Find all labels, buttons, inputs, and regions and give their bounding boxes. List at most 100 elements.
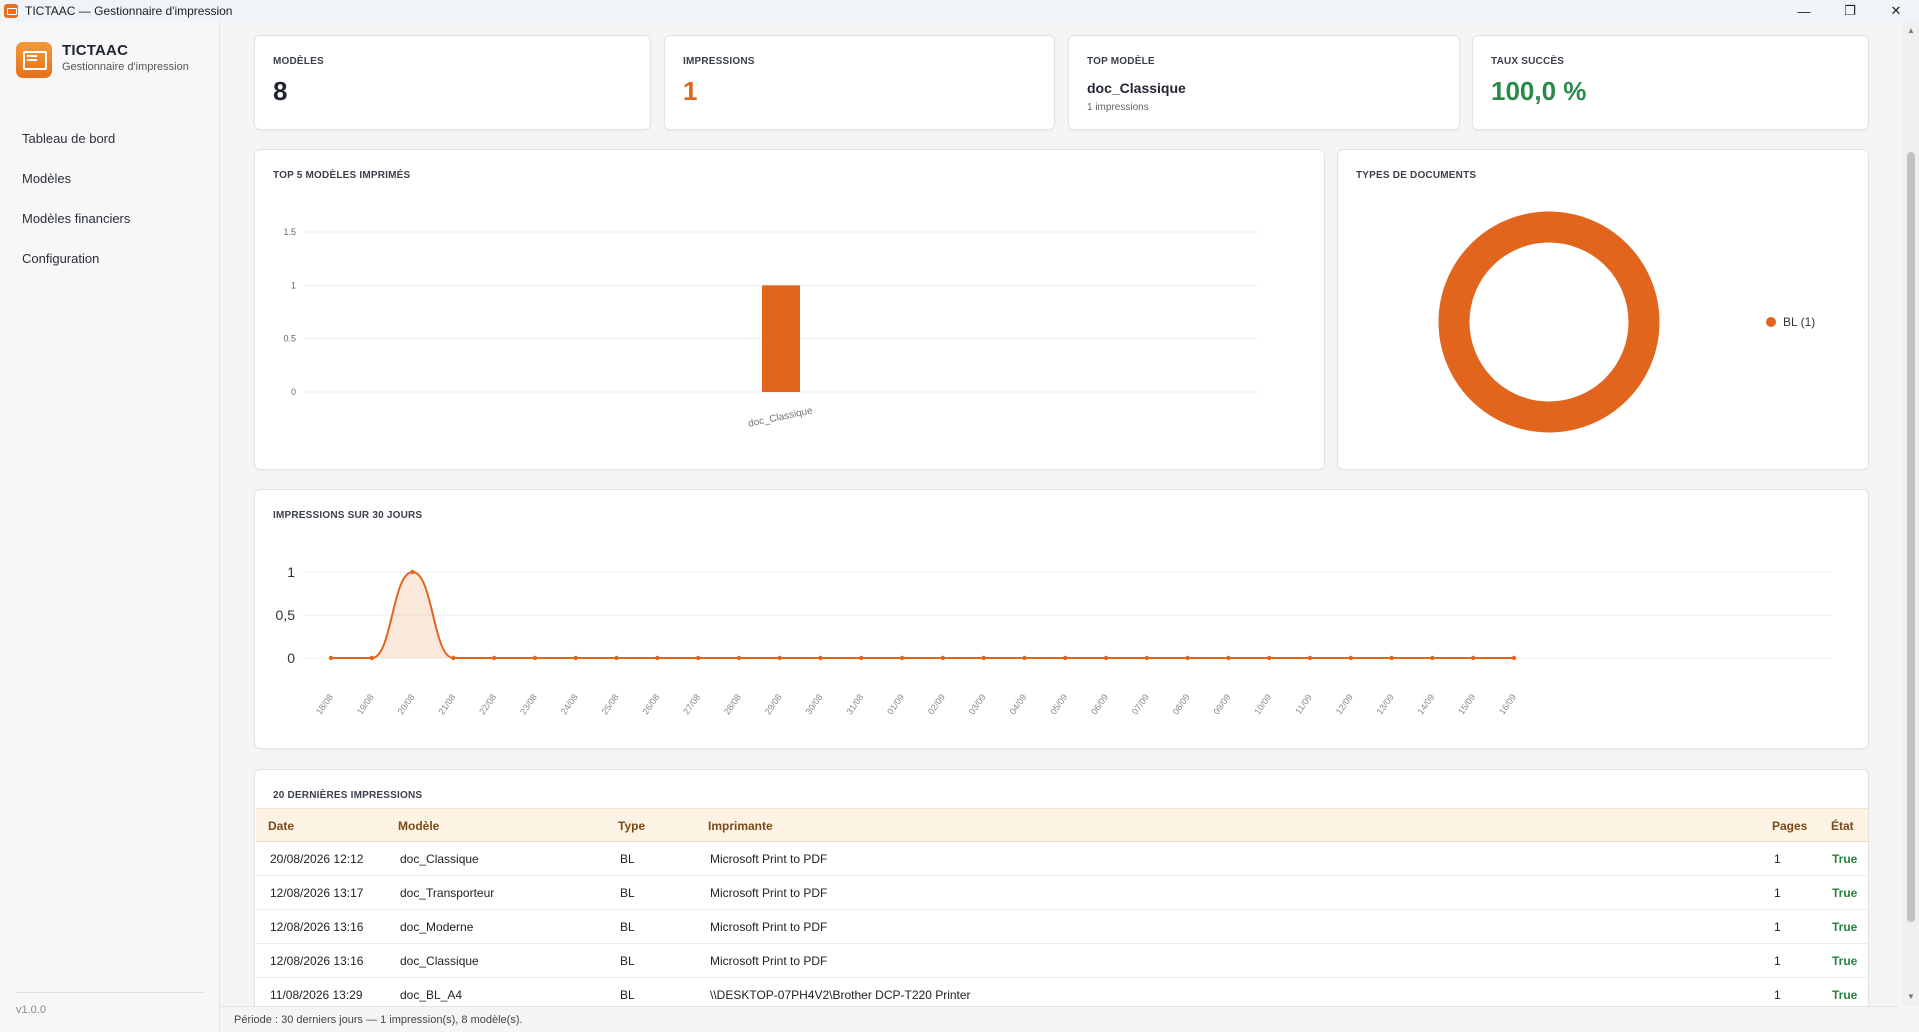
data-point[interactable] (614, 655, 619, 661)
data-point[interactable] (369, 655, 374, 661)
column-header-model[interactable]: Modèle (398, 819, 440, 833)
data-point[interactable] (410, 569, 415, 575)
data-point[interactable] (818, 655, 823, 661)
table-row[interactable]: 12/08/2026 13:16 doc_Moderne BL Microsoft P… (256, 910, 1868, 944)
kpi-label: IMPRESSIONS (683, 56, 755, 67)
data-point[interactable] (1063, 655, 1068, 661)
data-point[interactable] (1511, 655, 1517, 661)
scroll-down-icon[interactable]: ▼ (1907, 992, 1915, 1001)
data-point[interactable] (1389, 655, 1394, 661)
x-tick-label: 11/09 (1293, 692, 1314, 716)
x-tick-label: 31/08 (844, 692, 865, 716)
scroll-up-icon[interactable]: ▲ (1907, 26, 1915, 35)
column-header-pages[interactable]: Pages (1772, 819, 1808, 833)
data-point[interactable] (777, 655, 782, 661)
data-point[interactable] (859, 655, 864, 661)
data-point[interactable] (1103, 655, 1109, 661)
kpi-subtext: 1 impressions (1087, 102, 1149, 113)
chart-title: TYPES DE DOCUMENTS (1356, 170, 1477, 181)
pages-cell: 1 (1774, 988, 1781, 1002)
model-cell: doc_Classique (400, 954, 479, 968)
data-point[interactable] (655, 655, 660, 661)
data-point[interactable] (695, 655, 701, 661)
state-cell: True (1832, 954, 1858, 968)
pages-cell: 1 (1774, 920, 1781, 934)
data-point[interactable] (940, 655, 946, 661)
date-cell: 12/08/2026 13:17 (270, 886, 364, 900)
x-tick-label: 04/09 (1007, 692, 1028, 716)
pages-cell: 1 (1774, 852, 1781, 866)
column-header-printer[interactable]: Imprimante (708, 819, 773, 833)
type-cell: BL (620, 988, 635, 1002)
x-tick-label: 02/09 (926, 692, 947, 716)
data-point[interactable] (981, 655, 986, 661)
kpi-card-models: MODÈLES 8 (254, 35, 651, 130)
table-row[interactable]: 12/08/2026 13:16 doc_Classique BL Microsoft… (256, 944, 1868, 978)
x-tick-label: 09/09 (1211, 692, 1232, 716)
data-point[interactable] (328, 655, 334, 661)
x-tick-label: 12/09 (1334, 692, 1355, 716)
kpi-label: TAUX SUCCÈS (1491, 56, 1565, 67)
y-tick-label: 1.5 (283, 227, 296, 237)
data-point[interactable] (1430, 655, 1435, 661)
x-tick-label: 26/08 (640, 692, 661, 716)
sidebar-item-financial-models[interactable]: Modèles financiers (22, 210, 131, 226)
date-cell: 20/08/2026 12:12 (270, 852, 364, 866)
data-point[interactable] (573, 655, 578, 661)
column-header-state[interactable]: État (1831, 819, 1854, 833)
minimize-button[interactable]: — (1797, 3, 1811, 19)
y-tick-label: 0 (291, 387, 296, 397)
x-tick-label: 25/08 (600, 692, 621, 716)
printer-logo-icon (16, 42, 52, 78)
column-header-type[interactable]: Type (618, 819, 646, 833)
x-tick-label: 14/09 (1415, 692, 1436, 716)
divider (16, 992, 204, 993)
line-chart: 0 0,5 1 18/08 19/08 20/08 21/08 22/08 23/08 24/08… (276, 564, 1832, 716)
pages-cell: 1 (1774, 886, 1781, 900)
column-header-date[interactable]: Date (268, 819, 295, 833)
data-point[interactable] (1144, 655, 1150, 661)
vertical-scrollbar[interactable]: ▲ ▼ (1903, 22, 1919, 1006)
sidebar-item-dashboard[interactable]: Tableau de bord (22, 130, 116, 146)
data-point[interactable] (1226, 655, 1231, 661)
document-types-chart-card: TYPES DE DOCUMENTS BL (1) (1337, 149, 1869, 470)
table-row[interactable]: 20/08/2026 12:12 doc_Classique BL Microsoft… (256, 842, 1868, 876)
kpi-label: MODÈLES (273, 56, 324, 67)
kpi-value: 100,0 % (1491, 76, 1587, 106)
x-tick-label: 16/09 (1497, 692, 1518, 716)
sidebar-item-models[interactable]: Modèles (22, 170, 72, 186)
y-tick-label: 0,5 (276, 607, 296, 623)
x-tick-label: 18/08 (314, 692, 335, 716)
data-point[interactable] (899, 655, 905, 661)
pages-cell: 1 (1774, 954, 1781, 968)
bar[interactable] (762, 285, 800, 392)
close-button[interactable]: ✕ (1890, 3, 1902, 18)
data-point[interactable] (1307, 655, 1313, 661)
restore-button[interactable]: ❐ (1844, 3, 1856, 18)
data-point[interactable] (1185, 655, 1190, 661)
state-cell: True (1832, 886, 1858, 900)
state-cell: True (1832, 920, 1858, 934)
data-point[interactable] (1267, 655, 1272, 661)
sidebar: TICTAAC Gestionnaire d'impression Tablea… (0, 22, 220, 1032)
data-point[interactable] (1022, 655, 1027, 661)
data-point[interactable] (736, 655, 742, 661)
data-point[interactable] (532, 655, 538, 661)
sidebar-item-configuration[interactable]: Configuration (22, 250, 100, 266)
model-cell: doc_Transporteur (400, 886, 495, 900)
scroll-thumb[interactable] (1907, 152, 1915, 922)
data-point[interactable] (1348, 655, 1354, 661)
data-point[interactable] (451, 655, 456, 661)
kpi-value: 1 (683, 76, 698, 106)
state-cell: True (1832, 852, 1858, 866)
donut-slice[interactable] (1438, 211, 1660, 433)
donut-chart: BL (1) (1438, 211, 1815, 433)
kpi-value: 8 (273, 76, 288, 106)
data-point[interactable] (491, 655, 497, 661)
data-point[interactable] (1471, 655, 1476, 661)
type-cell: BL (620, 852, 635, 866)
table-row[interactable]: 12/08/2026 13:17 doc_Transporteur BL Micros… (256, 876, 1868, 910)
brand: TICTAAC Gestionnaire d'impression (16, 42, 189, 78)
date-cell: 12/08/2026 13:16 (270, 920, 364, 934)
model-cell: doc_Classique (400, 852, 479, 866)
